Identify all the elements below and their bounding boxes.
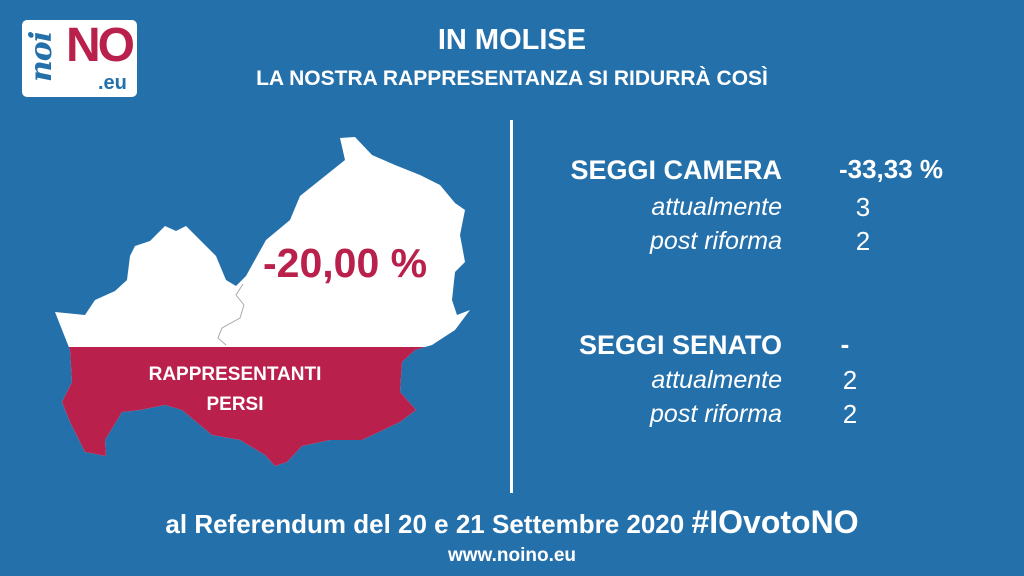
page-title: IN MOLISE xyxy=(437,24,587,56)
logo-no: NO xyxy=(66,20,135,72)
map-percent: -20,00 % xyxy=(263,240,428,286)
camera-change: -33,33 % xyxy=(838,154,944,184)
divider xyxy=(510,120,513,493)
footer-url[interactable]: www.noino.eu xyxy=(447,545,577,566)
senato-current-label: attualmente xyxy=(651,366,782,394)
senato-title: SEGGI SENATO xyxy=(578,330,782,360)
camera-title: SEGGI CAMERA xyxy=(570,155,782,185)
footer-text: al Referendum del 20 e 21 Settembre 2020… xyxy=(0,503,1024,543)
footer-referendum: al Referendum del 20 e 21 Settembre 2020 xyxy=(165,509,685,539)
senato-post-label: post riforma xyxy=(650,400,782,428)
camera-current: 3 xyxy=(855,192,871,222)
camera-current-label: attualmente xyxy=(651,193,782,221)
page-subtitle: LA NOSTRA RAPPRESENTANZA SI RIDURRÀ COSÌ xyxy=(256,67,768,90)
province-border xyxy=(217,283,245,346)
senato-change: - xyxy=(840,329,850,359)
lost-label-line1: RAPPRESENTANTI xyxy=(148,364,322,385)
noino-logo: noi NO .eu xyxy=(22,20,137,97)
camera-post: 2 xyxy=(855,226,871,256)
camera-post-label: post riforma xyxy=(650,227,782,255)
logo-eu: .eu xyxy=(98,72,127,94)
senato-current: 2 xyxy=(842,365,858,395)
map-lost-label: RAPPRESENTANTI PERSI xyxy=(100,360,370,420)
senato-post: 2 xyxy=(842,399,858,429)
footer-hashtag: #IOvotoNO xyxy=(691,504,859,540)
lost-label-line2: PERSI xyxy=(206,394,264,415)
